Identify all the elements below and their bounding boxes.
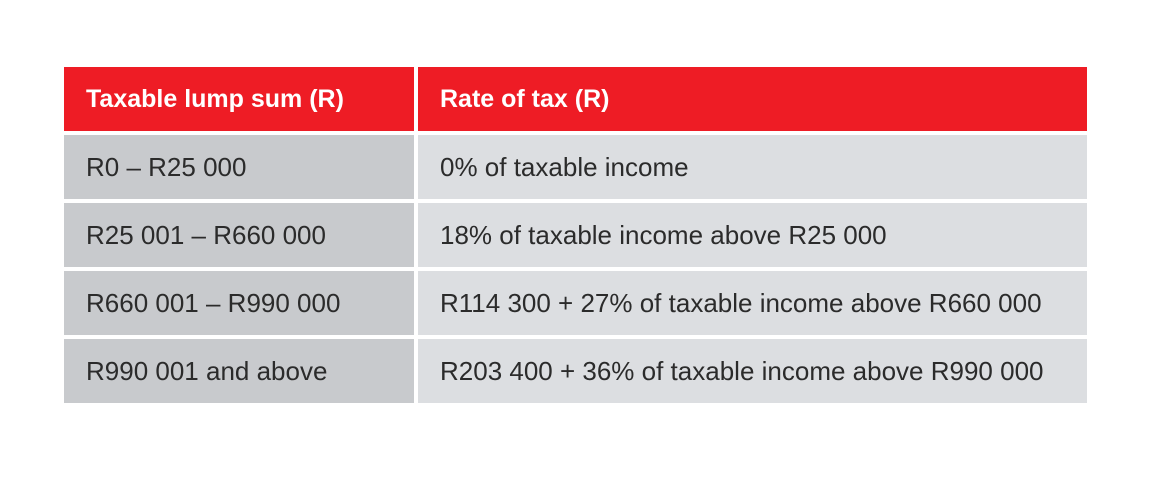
table-cell-rate: 18% of taxable income above R25 000 — [418, 203, 1087, 267]
table-cell-lump-sum: R25 001 – R660 000 — [64, 203, 414, 267]
table-row: R660 001 – R990 000 R114 300 + 27% of ta… — [64, 271, 1087, 335]
table-cell-rate: 0% of taxable income — [418, 135, 1087, 199]
table-cell-rate: R203 400 + 36% of taxable income above R… — [418, 339, 1087, 403]
header-taxable-lump-sum: Taxable lump sum (R) — [64, 67, 414, 131]
table-row: R25 001 – R660 000 18% of taxable income… — [64, 203, 1087, 267]
table-cell-lump-sum: R0 – R25 000 — [64, 135, 414, 199]
table-cell-rate: R114 300 + 27% of taxable income above R… — [418, 271, 1087, 335]
tax-rate-table: Taxable lump sum (R) Rate of tax (R) R0 … — [64, 67, 1087, 403]
table-row: R990 001 and above R203 400 + 36% of tax… — [64, 339, 1087, 403]
table-row: R0 – R25 000 0% of taxable income — [64, 135, 1087, 199]
table-cell-lump-sum: R660 001 – R990 000 — [64, 271, 414, 335]
table-cell-lump-sum: R990 001 and above — [64, 339, 414, 403]
table-header-row: Taxable lump sum (R) Rate of tax (R) — [64, 67, 1087, 131]
header-rate-of-tax: Rate of tax (R) — [418, 67, 1087, 131]
